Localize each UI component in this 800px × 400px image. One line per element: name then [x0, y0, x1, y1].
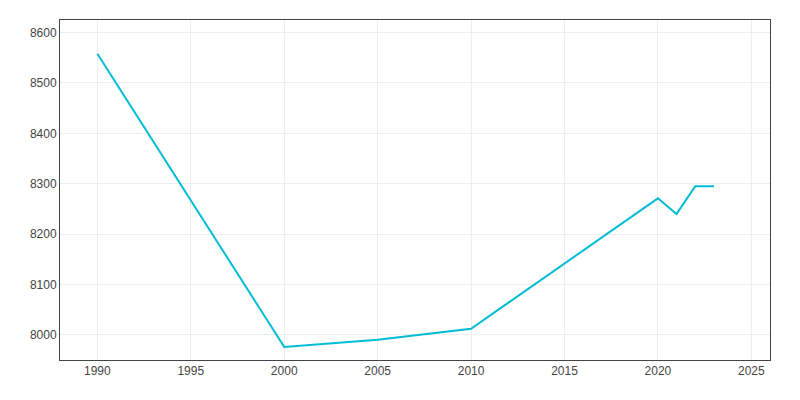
svg-text:8500: 8500 — [30, 76, 57, 90]
svg-text:2025: 2025 — [738, 364, 765, 378]
svg-text:2005: 2005 — [364, 364, 391, 378]
svg-text:1995: 1995 — [177, 364, 204, 378]
svg-text:2015: 2015 — [551, 364, 578, 378]
svg-text:8400: 8400 — [30, 127, 57, 141]
svg-text:2020: 2020 — [645, 364, 672, 378]
svg-text:8600: 8600 — [30, 26, 57, 40]
svg-text:2000: 2000 — [271, 364, 298, 378]
svg-text:2010: 2010 — [458, 364, 485, 378]
svg-text:8000: 8000 — [30, 328, 57, 342]
svg-text:8200: 8200 — [30, 227, 57, 241]
svg-text:8100: 8100 — [30, 278, 57, 292]
svg-text:8300: 8300 — [30, 177, 57, 191]
svg-text:1990: 1990 — [84, 364, 111, 378]
